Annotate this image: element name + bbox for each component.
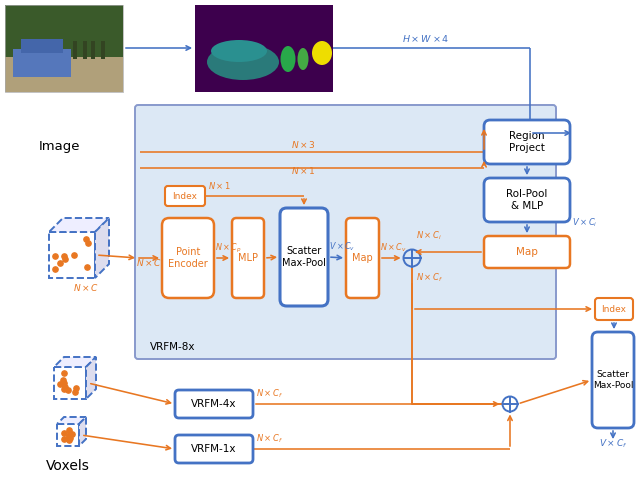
Bar xyxy=(5,5,123,92)
FancyBboxPatch shape xyxy=(484,178,570,222)
Bar xyxy=(195,5,333,92)
Bar xyxy=(5,5,123,57)
Ellipse shape xyxy=(207,44,279,80)
FancyBboxPatch shape xyxy=(162,218,214,298)
Polygon shape xyxy=(49,218,109,232)
FancyBboxPatch shape xyxy=(484,120,570,164)
Text: VRFM-8x: VRFM-8x xyxy=(150,342,195,352)
Text: Voxels: Voxels xyxy=(46,459,90,473)
Text: $N \times C_f$: $N \times C_f$ xyxy=(256,432,284,445)
FancyBboxPatch shape xyxy=(595,298,633,320)
Text: $N \times C_p$: $N \times C_p$ xyxy=(215,242,242,255)
Text: $N \times C_f$: $N \times C_f$ xyxy=(256,387,284,399)
FancyBboxPatch shape xyxy=(165,186,205,206)
FancyBboxPatch shape xyxy=(175,435,253,463)
Text: Map: Map xyxy=(352,253,373,263)
Text: $N \times 1$: $N \times 1$ xyxy=(208,180,231,191)
FancyBboxPatch shape xyxy=(592,332,634,428)
Bar xyxy=(101,41,105,59)
Polygon shape xyxy=(57,424,79,446)
FancyBboxPatch shape xyxy=(484,236,570,268)
Ellipse shape xyxy=(312,41,332,65)
Polygon shape xyxy=(57,417,86,424)
Bar xyxy=(21,39,63,53)
FancyBboxPatch shape xyxy=(135,105,556,359)
Text: Point
Encoder: Point Encoder xyxy=(168,247,208,269)
Text: $N \times 3$: $N \times 3$ xyxy=(291,139,316,150)
Text: $H \times W \times 4$: $H \times W \times 4$ xyxy=(403,33,450,44)
Text: $N \times C_i$: $N \times C_i$ xyxy=(416,229,442,242)
Text: $V \times C_f$: $V \times C_f$ xyxy=(599,437,627,450)
FancyBboxPatch shape xyxy=(346,218,379,298)
Text: VRFM-4x: VRFM-4x xyxy=(191,399,237,409)
Text: $N \times C_f$: $N \times C_f$ xyxy=(416,271,444,283)
Polygon shape xyxy=(49,232,95,278)
Text: VRFM-1x: VRFM-1x xyxy=(191,444,237,454)
Polygon shape xyxy=(54,357,96,367)
Text: Scatter
Max-Pool: Scatter Max-Pool xyxy=(282,246,326,268)
Text: $N \times C$: $N \times C$ xyxy=(136,257,162,268)
Bar xyxy=(13,49,71,77)
Bar xyxy=(91,41,95,59)
Text: MLP: MLP xyxy=(238,253,258,263)
Polygon shape xyxy=(54,367,86,399)
Text: $V \times C_v$: $V \times C_v$ xyxy=(329,240,355,253)
Polygon shape xyxy=(79,417,86,446)
Text: Region
Project: Region Project xyxy=(509,131,545,153)
Bar xyxy=(73,41,77,59)
FancyBboxPatch shape xyxy=(232,218,264,298)
Text: Index: Index xyxy=(602,305,627,313)
Text: Map: Map xyxy=(516,247,538,257)
Text: $N \times C$: $N \times C$ xyxy=(73,282,99,293)
Ellipse shape xyxy=(298,48,308,70)
Text: Index: Index xyxy=(173,191,198,201)
Bar xyxy=(5,57,123,92)
Text: $N \times 1$: $N \times 1$ xyxy=(291,165,316,176)
Polygon shape xyxy=(86,357,96,399)
Ellipse shape xyxy=(280,46,296,72)
FancyBboxPatch shape xyxy=(280,208,328,306)
Polygon shape xyxy=(95,218,109,278)
Text: $V \times C_i$: $V \times C_i$ xyxy=(572,216,598,228)
Text: RoI-Pool
& MLP: RoI-Pool & MLP xyxy=(506,189,548,211)
Ellipse shape xyxy=(211,40,267,62)
FancyBboxPatch shape xyxy=(175,390,253,418)
Text: Scatter
Max-Pool: Scatter Max-Pool xyxy=(593,370,633,390)
Bar xyxy=(83,41,87,59)
Text: $N \times C_v$: $N \times C_v$ xyxy=(380,241,407,254)
Text: Image: Image xyxy=(39,140,81,153)
